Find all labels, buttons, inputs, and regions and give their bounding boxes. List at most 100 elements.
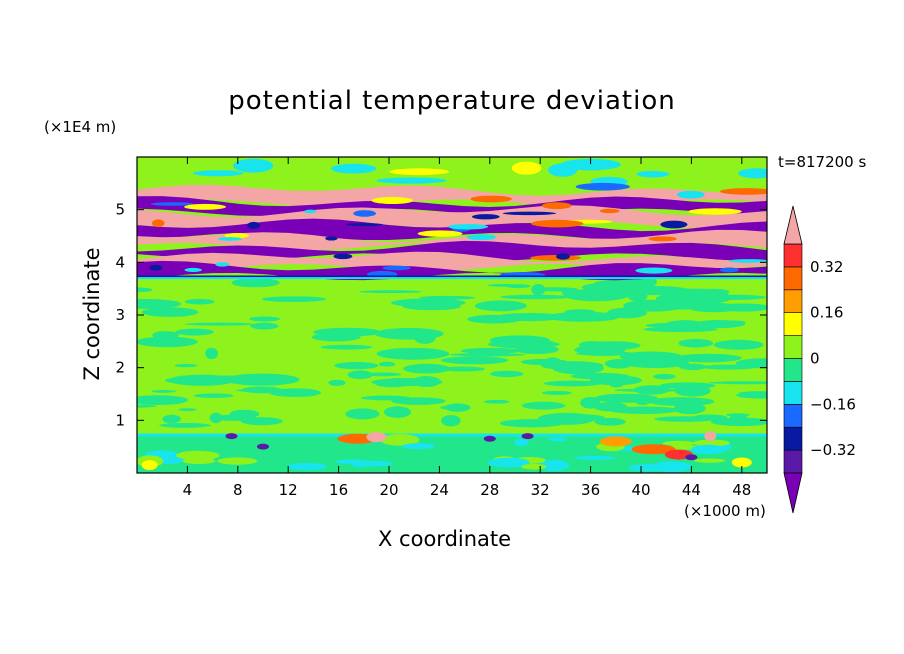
field-patch [648, 397, 715, 407]
field-patch [231, 278, 280, 288]
field-edge [224, 232, 249, 239]
y-tick-label: 1 [115, 411, 125, 429]
time-label: t=817200 s [778, 153, 867, 171]
field-warm-patch [599, 436, 632, 447]
colorbar-box [783, 403, 803, 428]
field-patch [376, 347, 450, 360]
colorbar-box [783, 358, 803, 382]
field-edge [371, 196, 414, 204]
field-patch [213, 414, 256, 421]
colorbar-box [783, 426, 803, 451]
field-patch [391, 298, 466, 308]
colorbar-label: 0.16 [810, 304, 843, 322]
field-patch [552, 362, 604, 375]
field-edge [346, 223, 383, 227]
field-patch [137, 395, 189, 406]
field-edge [648, 236, 677, 242]
field-patch [513, 340, 555, 344]
field-patch [175, 328, 214, 336]
field-patch [580, 396, 601, 409]
field-patch [713, 339, 764, 350]
field-patch [489, 335, 550, 346]
field-patch [520, 358, 568, 366]
field-surface-edge [137, 433, 767, 437]
field-patch [619, 351, 683, 362]
field-edge [184, 267, 202, 273]
field-edge [719, 188, 767, 195]
field-patch [376, 177, 447, 184]
field-patch [620, 286, 691, 296]
field-patch [594, 417, 626, 426]
field-patch [175, 450, 220, 461]
field-cold-patch [483, 435, 496, 442]
field-sheet [137, 260, 767, 281]
field-warm-patch [141, 460, 158, 471]
x-axis-unit: (×1000 m) [684, 502, 766, 520]
colorbar-extend-high [783, 205, 803, 245]
field-patch [383, 330, 400, 336]
field-patch [460, 347, 521, 354]
field-edge [635, 267, 673, 274]
y-tick-label: 4 [115, 253, 125, 271]
field-patch [549, 437, 567, 442]
field-patch [359, 290, 422, 294]
field-warm-patch [631, 444, 676, 455]
field-patch [205, 347, 218, 360]
field-edge [382, 265, 411, 271]
colorbar: 0.32 0.16 0 −0.16 −0.32 [783, 205, 856, 514]
field-edge [502, 211, 557, 216]
field-patch [328, 379, 346, 386]
field-patch [574, 455, 616, 460]
colorbar-box [783, 335, 803, 359]
field-edge [556, 253, 570, 260]
field-patch [564, 309, 596, 315]
field-patch [538, 459, 570, 472]
field-patch [659, 382, 716, 390]
x-tick-label: 40 [631, 481, 650, 499]
field-patch [331, 163, 377, 174]
field-patch [412, 376, 441, 388]
field-patch [554, 315, 605, 320]
field-edge [417, 230, 463, 237]
field-patch [614, 388, 684, 392]
field-patch [401, 443, 436, 450]
field-edge [529, 254, 581, 261]
field-edge [325, 236, 338, 241]
field-edge [151, 219, 165, 228]
field-patch [193, 393, 234, 398]
field-patch [643, 326, 718, 333]
field-patch [389, 168, 449, 176]
field-patch [441, 366, 486, 372]
field-sheet [137, 196, 767, 216]
field-edge [688, 208, 742, 215]
field-patch [164, 377, 217, 384]
field-patch [521, 401, 566, 410]
field-patch [735, 358, 767, 369]
field-edge [217, 237, 242, 241]
field-patch [662, 440, 695, 446]
contour-field [137, 157, 767, 473]
field-edge [470, 195, 512, 203]
field-warm-patch [366, 432, 387, 443]
field-patch [374, 380, 411, 388]
field-patch [514, 438, 529, 447]
colorbar-box [783, 289, 803, 313]
field-patch [543, 380, 602, 387]
field-patch [151, 389, 177, 393]
y-axis: 1 2 3 4 5 [115, 201, 767, 429]
field-patch [441, 415, 461, 427]
colorbar-extend-low [783, 472, 803, 514]
field-edge [728, 259, 767, 263]
x-axis-label: X coordinate [378, 527, 512, 551]
field-patch [537, 412, 596, 425]
field-patch [380, 433, 420, 446]
field-edge [599, 208, 620, 214]
field-patch [269, 388, 321, 398]
field-edge [447, 223, 489, 230]
field-patch [313, 327, 381, 337]
field-patch [560, 158, 621, 171]
field-patch [495, 312, 565, 322]
field-patch [391, 377, 404, 381]
field-patch [137, 336, 198, 348]
